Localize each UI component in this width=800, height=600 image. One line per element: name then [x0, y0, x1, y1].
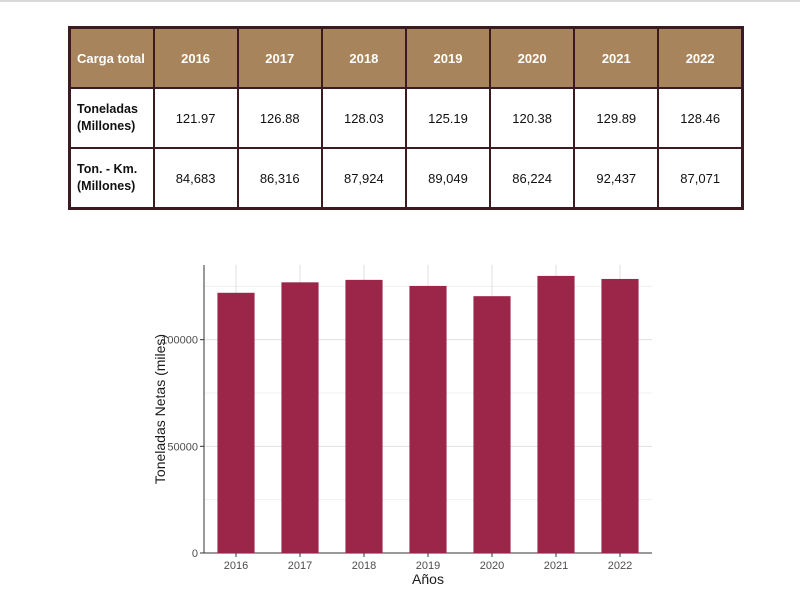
x-tick-label: 2022: [608, 560, 632, 572]
table-cell: 84,683: [152, 147, 239, 210]
table-cell: 87,071: [657, 147, 744, 210]
table-row: Ton. - Km. (Millones) 84,683 86,316 87,9…: [68, 147, 744, 210]
x-tick-label: 2016: [224, 560, 248, 572]
y-tick-label: 50000: [167, 441, 198, 453]
x-tick-label: 2018: [352, 560, 376, 572]
table-cell: 128.46: [657, 87, 744, 149]
row-label-line: (Millones): [77, 179, 136, 193]
bar-2022: [601, 278, 639, 553]
table-header-year: 2019: [404, 26, 492, 89]
table-row: Toneladas (Millones) 121.97 126.88 128.0…: [68, 87, 744, 149]
table-header-year: 2021: [573, 26, 660, 89]
table-header-label: Carga total: [68, 26, 155, 89]
table-cell: 121.97: [152, 87, 239, 149]
table-cell: 87,924: [320, 147, 407, 210]
bar-2016: [217, 292, 255, 553]
y-tick-label: 100000: [161, 335, 198, 347]
row-label: Ton. - Km. (Millones): [68, 147, 155, 210]
row-label-line: (Millones): [77, 119, 136, 133]
x-tick-label: 2020: [480, 560, 504, 572]
y-axis-title: Toneladas Netas (miles): [152, 334, 168, 484]
table-cell: 125.19: [404, 87, 492, 149]
table-cell: 126.88: [236, 87, 323, 149]
bar-2018: [345, 279, 383, 553]
table-header-year: 2017: [236, 26, 323, 89]
table-header-year: 2020: [489, 26, 576, 89]
x-tick-label: 2021: [544, 560, 568, 572]
bar-2020: [473, 296, 511, 553]
bar-2019: [409, 285, 447, 553]
cargo-data-table: Carga total 2016 2017 2018 2019 2020 202…: [68, 26, 744, 210]
table-cell: 86,224: [489, 147, 576, 210]
bar-2017: [281, 282, 319, 553]
table-cell: 128.03: [320, 87, 407, 149]
bar-2021: [537, 275, 575, 553]
table-cell: 120.38: [489, 87, 576, 149]
table-header-year: 2016: [152, 26, 239, 89]
table-cell: 129.89: [573, 87, 660, 149]
row-label-line: Ton. - Km.: [77, 162, 138, 176]
table-header-year: 2018: [320, 26, 407, 89]
x-axis-title: Años: [412, 571, 444, 587]
y-tick-label: 0: [192, 548, 198, 560]
table-header-year: 2022: [657, 26, 744, 89]
row-label: Toneladas (Millones): [68, 87, 155, 149]
table-cell: 89,049: [404, 147, 492, 210]
x-tick-label: 2017: [288, 560, 312, 572]
row-label-line: Toneladas: [77, 102, 138, 116]
table-header-row: Carga total 2016 2017 2018 2019 2020 202…: [68, 26, 744, 89]
table-cell: 86,316: [236, 147, 323, 210]
x-tick-label: 2019: [416, 560, 440, 572]
top-border-line: [0, 0, 800, 2]
table-cell: 92,437: [573, 147, 660, 210]
